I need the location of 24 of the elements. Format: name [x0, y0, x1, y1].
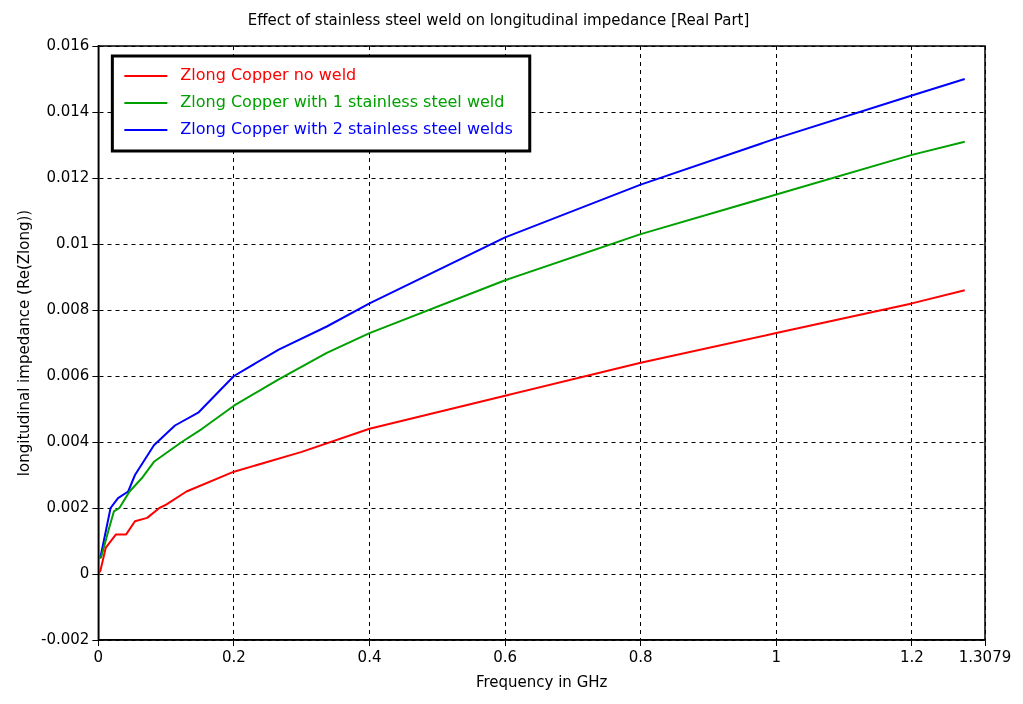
y-tick-label: 0.002 — [46, 497, 90, 516]
x-tick-label: 0.8 — [628, 647, 653, 666]
x-tick-label: 1.3079 — [958, 647, 1012, 666]
y-tick-label: -0.002 — [41, 629, 90, 648]
x-axis-title: Frequency in GHz — [475, 672, 608, 691]
x-tick-label: 1.2 — [899, 647, 924, 666]
y-axis-title: longitudinal impedance (Re(Zlong)) — [14, 209, 33, 477]
legend-label: Zlong Copper with 1 stainless steel weld — [180, 92, 505, 112]
legend-label: Zlong Copper with 2 stainless steel welds — [180, 119, 513, 139]
x-tick-label: 0 — [93, 647, 104, 666]
x-tick-label: 1 — [771, 647, 782, 666]
legend-label: Zlong Copper no weld — [180, 65, 357, 85]
y-tick-label: 0.006 — [46, 365, 90, 384]
x-tick-label: 0.4 — [357, 647, 382, 666]
chart-title: Effect of stainless steel weld on longitudinal impedance [Real Part] — [247, 10, 750, 29]
y-tick-label: 0.01 — [55, 233, 90, 252]
y-tick-label: 0.016 — [46, 35, 90, 54]
x-tick-label: 0.6 — [493, 647, 518, 666]
y-tick-label: 0.012 — [46, 167, 90, 186]
y-tick-label: 0.014 — [46, 101, 90, 120]
y-tick-label: 0 — [79, 563, 90, 582]
y-tick-label: 0.008 — [46, 299, 90, 318]
x-tick-label: 0.2 — [222, 647, 246, 666]
y-tick-label: 0.004 — [46, 431, 90, 450]
